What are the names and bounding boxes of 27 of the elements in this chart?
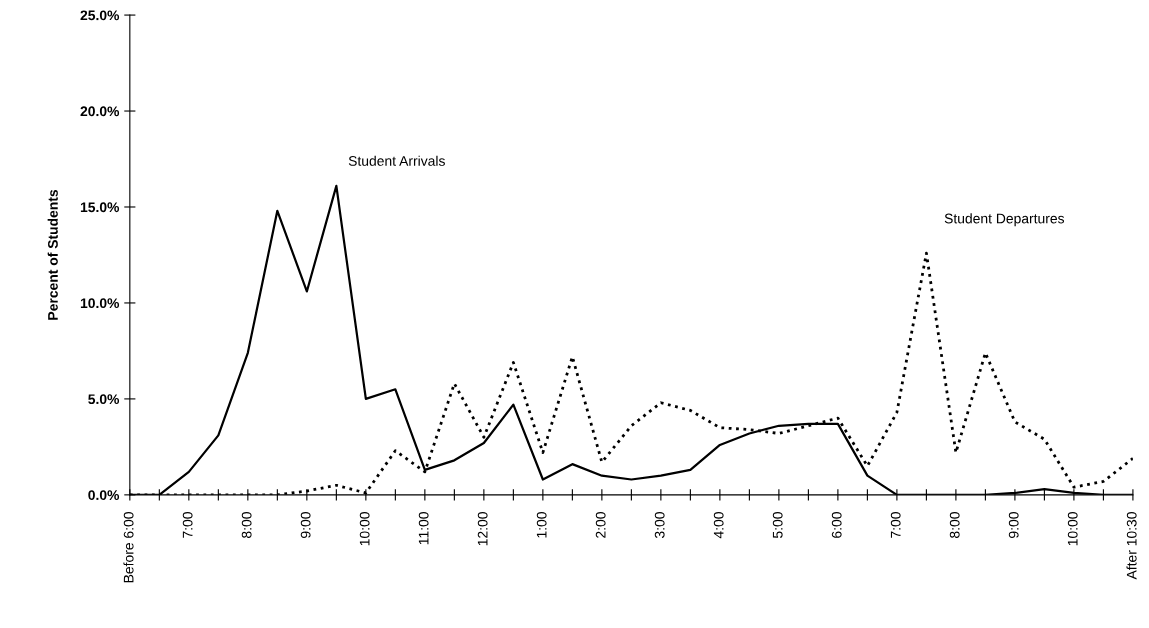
x-tick-label: 11:00 <box>418 512 429 545</box>
y-tick-label: 15.0% <box>80 202 120 213</box>
x-tick-label: 7:00 <box>890 512 901 538</box>
x-tick-label: Before 6:00 <box>123 512 134 583</box>
x-tick-label: 1:00 <box>536 512 547 538</box>
x-tick-label: 2:00 <box>595 512 606 538</box>
x-tick-label: 10:00 <box>1067 512 1078 546</box>
y-tick-label: 10.0% <box>80 298 120 309</box>
x-tick-label: 9:00 <box>300 512 311 538</box>
x-tick-label: 8:00 <box>949 512 960 538</box>
y-axis-title: Percent of Students <box>47 189 58 320</box>
x-tick-label: After 10:30 <box>1126 512 1137 580</box>
x-tick-label: 10:00 <box>359 512 370 546</box>
x-tick-label: 12:00 <box>477 512 488 546</box>
x-tick-label: 9:00 <box>1008 512 1019 538</box>
text: Student Departures <box>944 213 1065 227</box>
y-tick-label: 5.0% <box>88 394 120 405</box>
x-tick-label: 5:00 <box>772 512 783 538</box>
y-tick-label: 20.0% <box>80 106 120 117</box>
y-tick-label: 25.0% <box>80 10 120 21</box>
x-tick-label: 8:00 <box>241 512 252 538</box>
series-label: Student Arrivals <box>348 155 445 166</box>
x-tick-label: 4:00 <box>713 512 724 539</box>
y-tick-label: 0.0% <box>88 490 120 501</box>
x-tick-label: 3:00 <box>654 512 665 539</box>
x-tick-label: 7:00 <box>182 512 193 538</box>
x-tick-label: 6:00 <box>831 512 842 538</box>
